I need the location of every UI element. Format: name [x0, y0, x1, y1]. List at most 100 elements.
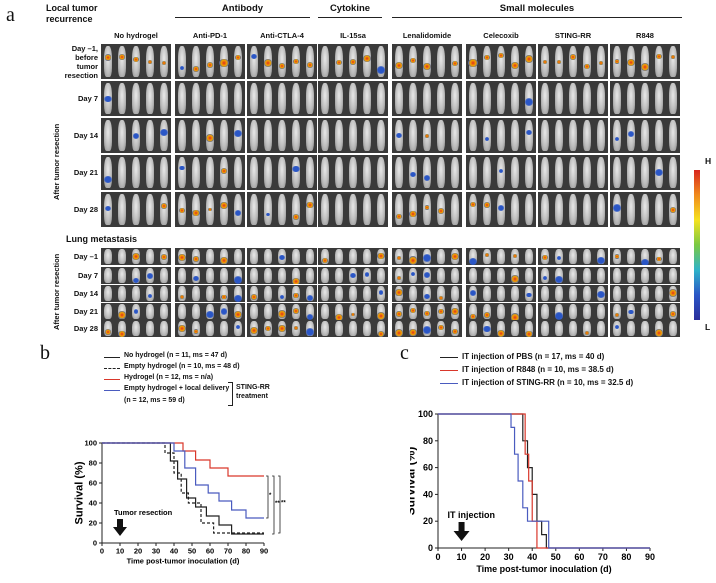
- mouse-image: [569, 194, 577, 225]
- bracket-label-1: STING-RR: [236, 384, 270, 391]
- mouse-image: [555, 120, 563, 151]
- column-header-3: IL-15sa: [340, 31, 366, 40]
- mouse-image: [192, 194, 200, 225]
- mouse-image: [146, 321, 154, 336]
- y-tick-label: 20: [89, 519, 97, 528]
- local-row-sublabel-0: before: [75, 53, 98, 62]
- tumor-signal: [483, 54, 491, 61]
- mouse-image: [234, 157, 242, 188]
- tumor-signal: [265, 212, 271, 217]
- mouse-image: [409, 286, 417, 301]
- mouse-image: [363, 83, 371, 114]
- mouse-image: [146, 83, 154, 114]
- mouse-image: [160, 83, 168, 114]
- mouse-image: [363, 194, 371, 225]
- tumor-signal: [423, 293, 431, 300]
- local-image-r1-c4: [392, 81, 462, 116]
- tumor-signal: [614, 325, 620, 330]
- tumor-signal: [554, 311, 564, 320]
- mouse-image: [306, 304, 314, 319]
- significance-bracket-2: [278, 475, 281, 534]
- mouse-image: [234, 194, 242, 225]
- tumor-signal: [160, 129, 168, 136]
- lung-image-r4-c1: [175, 320, 245, 337]
- y-tick-label: 100: [418, 409, 433, 419]
- mouse-image: [321, 321, 329, 336]
- mouse-image: [250, 120, 258, 151]
- mouse-image: [349, 286, 357, 301]
- mouse-image: [234, 46, 242, 77]
- local-row-sublabel-2: resection: [64, 71, 98, 80]
- lung-image-r0-c2: [247, 248, 317, 265]
- lung-image-r0-c7: [610, 248, 680, 265]
- mouse-image: [525, 157, 533, 188]
- mouse-image: [627, 268, 635, 283]
- mouse-image: [569, 83, 577, 114]
- local-image-r1-c0: [101, 81, 171, 116]
- tumor-signal: [179, 65, 185, 70]
- mouse-image: [583, 268, 591, 283]
- tumor-signal: [614, 254, 620, 259]
- mouse-image: [655, 249, 663, 264]
- mouse-image: [206, 286, 214, 301]
- mouse-image: [192, 304, 200, 319]
- mouse-image: [104, 157, 112, 188]
- mouse-image: [641, 120, 649, 151]
- mouse-image: [483, 194, 491, 225]
- tumor-signal: [265, 325, 271, 331]
- lung-image-r4-c7: [610, 320, 680, 337]
- mouse-image: [335, 120, 343, 151]
- tumor-signal: [497, 205, 505, 211]
- tumor-signal: [105, 205, 111, 211]
- mouse-image: [234, 249, 242, 264]
- mouse-image: [250, 157, 258, 188]
- tumor-signal: [263, 59, 273, 67]
- tumor-signal: [438, 308, 444, 314]
- mouse-image: [104, 249, 112, 264]
- lung-image-r3-c6: [538, 303, 608, 320]
- x-tick-label: 90: [260, 547, 268, 556]
- mouse-image: [569, 321, 577, 336]
- mouse-image: [278, 120, 286, 151]
- mouse-image: [483, 46, 491, 77]
- x-tick-label: 0: [100, 547, 104, 556]
- mouse-image: [234, 286, 242, 301]
- mouse-image: [541, 286, 549, 301]
- mouse-image: [160, 304, 168, 319]
- local-row-label-4: Day 28: [73, 204, 98, 214]
- tumor-signal: [350, 272, 356, 279]
- tumor-signal: [147, 293, 153, 298]
- tumor-signal: [292, 165, 300, 172]
- lung-image-r1-c6: [538, 267, 608, 284]
- mouse-image: [483, 304, 491, 319]
- mouse-image: [409, 194, 417, 225]
- mouse-image: [597, 83, 605, 114]
- series-line-3: [102, 442, 264, 519]
- mouse-image: [627, 194, 635, 225]
- mouse-image: [206, 249, 214, 264]
- group-antibody: Antibody: [221, 3, 264, 14]
- tumor-signal: [250, 293, 258, 300]
- mouse-image: [132, 286, 140, 301]
- lung-image-r4-c2: [247, 320, 317, 337]
- tumor-signal: [394, 328, 404, 337]
- tumor-signal: [423, 175, 431, 181]
- x-tick-label: 40: [170, 547, 178, 556]
- tumor-signal: [422, 325, 432, 334]
- mouse-image: [306, 46, 314, 77]
- mouse-image: [409, 321, 417, 336]
- mouse-image: [335, 83, 343, 114]
- mouse-image: [264, 157, 272, 188]
- tumor-signal: [178, 325, 186, 332]
- group-antibody-line: [175, 17, 310, 18]
- local-image-r2-c1: [175, 118, 245, 153]
- mouse-image: [146, 120, 154, 151]
- mouse-image: [437, 286, 445, 301]
- series-line-2: [102, 442, 264, 477]
- local-image-r4-c0: [101, 192, 171, 227]
- mouse-image: [569, 268, 577, 283]
- mouse-image: [511, 46, 519, 77]
- mouse-image: [525, 321, 533, 336]
- mouse-image: [469, 194, 477, 225]
- tumor-signal: [221, 168, 227, 174]
